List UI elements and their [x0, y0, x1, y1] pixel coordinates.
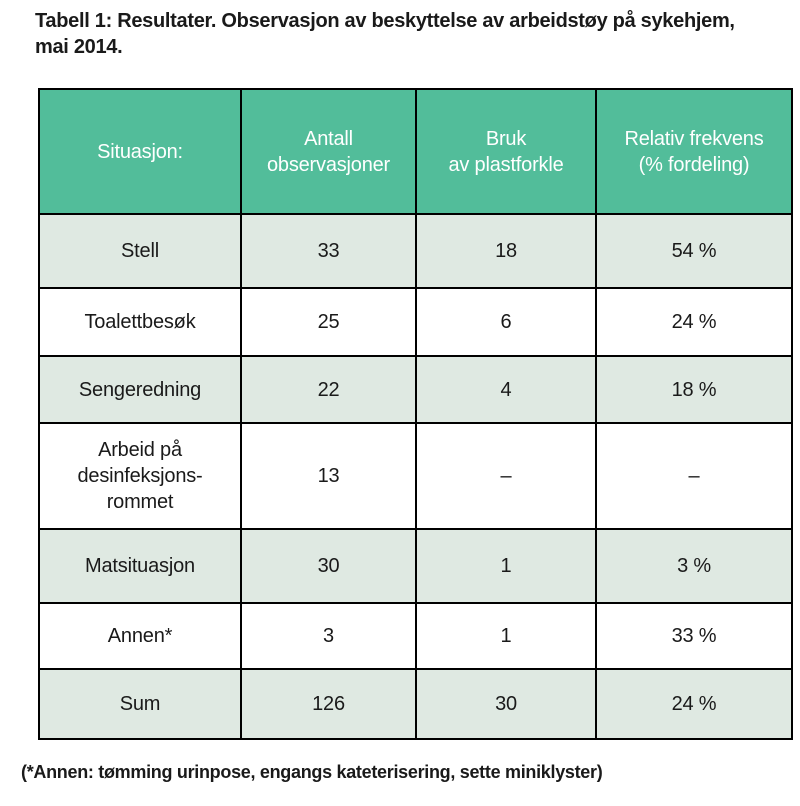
cell-situasjon: Sum: [38, 668, 242, 740]
cell-relativ: 24 %: [595, 287, 793, 357]
table-row: Toalettbesøk 25 6 24 %: [38, 287, 793, 357]
results-table: Situasjon: Antall observasjoner Bruk av …: [38, 88, 793, 740]
col-header-antall: Antall observasjoner: [240, 88, 417, 215]
cell-bruk: 4: [415, 355, 597, 424]
cell-situasjon: Toalettbesøk: [38, 287, 242, 357]
cell-relativ: 54 %: [595, 213, 793, 289]
cell-bruk: 18: [415, 213, 597, 289]
cell-bruk: –: [415, 422, 597, 530]
cell-relativ: 33 %: [595, 602, 793, 670]
cell-antall: 30: [240, 528, 417, 604]
cell-bruk: 6: [415, 287, 597, 357]
cell-relativ: 3 %: [595, 528, 793, 604]
table-row: Sengeredning 22 4 18 %: [38, 355, 793, 424]
cell-relativ: 24 %: [595, 668, 793, 740]
cell-antall: 22: [240, 355, 417, 424]
table-title-line1: Tabell 1: Resultater. Observasjon av bes…: [35, 10, 735, 32]
cell-relativ: 18 %: [595, 355, 793, 424]
col-header-bruk: Bruk av plastforkle: [415, 88, 597, 215]
col-header-relativ: Relativ frekvens (% fordeling): [595, 88, 793, 215]
header-row: Situasjon: Antall observasjoner Bruk av …: [38, 88, 793, 215]
cell-antall: 126: [240, 668, 417, 740]
cell-antall: 25: [240, 287, 417, 357]
table-row: Stell 33 18 54 %: [38, 213, 793, 289]
cell-situasjon: Matsituasjon: [38, 528, 242, 604]
footnote: (*Annen: tømming urinpose, engangs katet…: [21, 762, 603, 782]
cell-antall: 13: [240, 422, 417, 530]
cell-bruk: 1: [415, 602, 597, 670]
table-row-sum: Sum 126 30 24 %: [38, 668, 793, 740]
table-title-line2: mai 2014.: [35, 36, 123, 58]
table-title: Tabell 1: Resultater. Observasjon av bes…: [35, 8, 735, 60]
col-header-situasjon: Situasjon:: [38, 88, 242, 215]
table-row: Arbeid på desinfeksjons- rommet 13 – –: [38, 422, 793, 530]
cell-bruk: 30: [415, 668, 597, 740]
table-row: Matsituasjon 30 1 3 %: [38, 528, 793, 604]
table-row: Annen* 3 1 33 %: [38, 602, 793, 670]
cell-situasjon: Arbeid på desinfeksjons- rommet: [38, 422, 242, 530]
cell-bruk: 1: [415, 528, 597, 604]
cell-situasjon: Stell: [38, 213, 242, 289]
cell-antall: 3: [240, 602, 417, 670]
cell-antall: 33: [240, 213, 417, 289]
cell-situasjon: Annen*: [38, 602, 242, 670]
cell-relativ: –: [595, 422, 793, 530]
cell-situasjon: Sengeredning: [38, 355, 242, 424]
